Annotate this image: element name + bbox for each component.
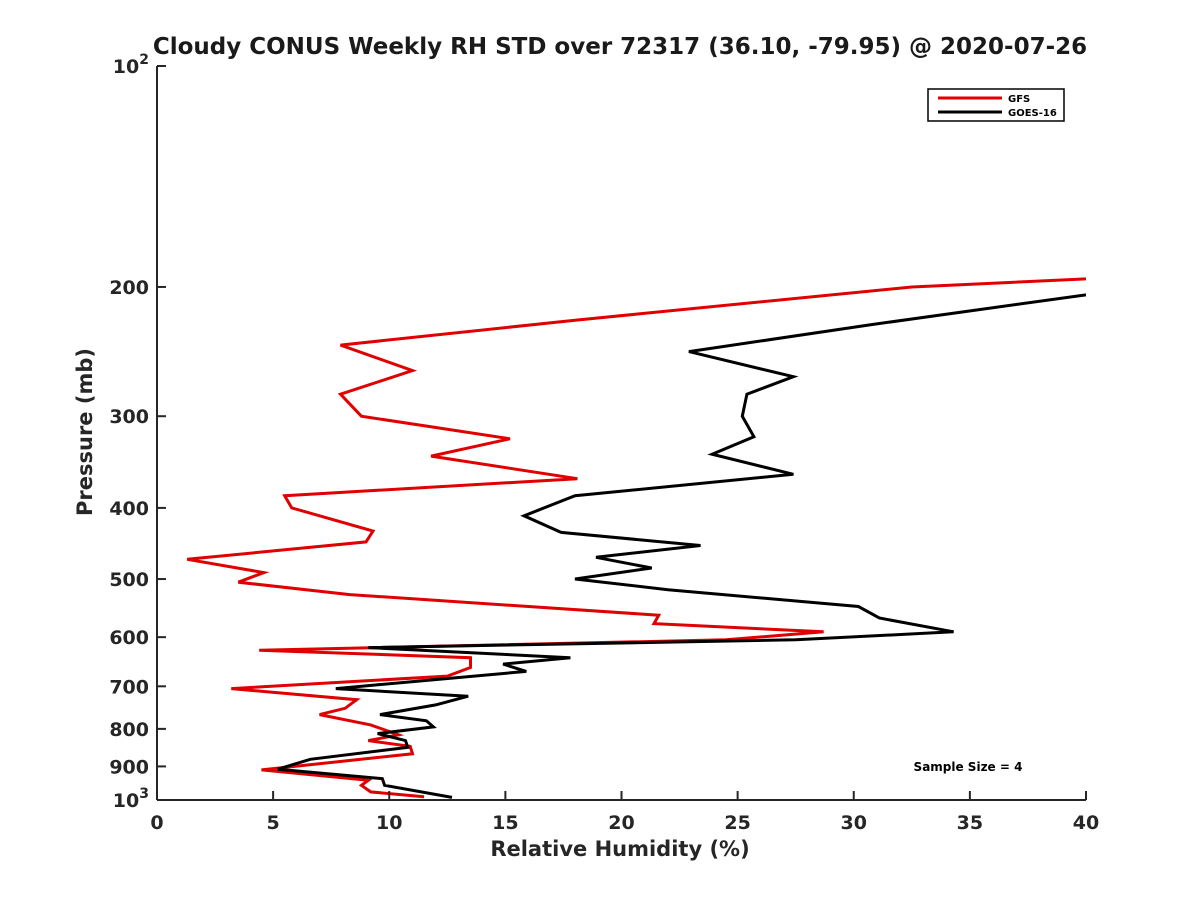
y-tick-label: 103 xyxy=(113,786,149,812)
legend-box xyxy=(927,88,1065,122)
series-group xyxy=(186,277,1086,799)
series-line-goes-16 xyxy=(277,293,1086,799)
y-tick-label: 800 xyxy=(109,719,149,741)
y-tick-label: 900 xyxy=(109,756,149,778)
series-line-gfs xyxy=(186,277,1086,799)
x-tick-label: 30 xyxy=(841,812,867,834)
x-tick-label: 0 xyxy=(150,812,163,834)
legend-label-gfs: GFS xyxy=(1008,94,1030,105)
sample-size-annotation: Sample Size = 4 xyxy=(914,760,1023,774)
x-axis-label: Relative Humidity (%) xyxy=(490,837,749,861)
x-tick-label: 10 xyxy=(376,812,402,834)
y-tick-label: 300 xyxy=(109,406,149,428)
ticks: 0 5 10 15 20 25 30 35 40 102 200 300 400 500 600 700 800… xyxy=(109,52,1099,834)
y-tick-label: 102 xyxy=(113,52,149,78)
x-tick-label: 40 xyxy=(1073,812,1099,834)
y-tick-label: 200 xyxy=(109,277,149,299)
y-tick-label: 600 xyxy=(109,627,149,649)
chart-title: Cloudy CONUS Weekly RH STD over 72317 (3… xyxy=(153,34,1087,60)
x-tick-label: 20 xyxy=(608,812,634,834)
x-tick-label: 35 xyxy=(957,812,983,834)
axes xyxy=(156,66,1086,801)
y-tick-label: 400 xyxy=(109,498,149,520)
legend-label-goes-16: GOES-16 xyxy=(1008,108,1057,119)
x-tick-label: 5 xyxy=(267,812,280,834)
legend: GFS GOES-16 xyxy=(927,88,1065,122)
x-tick-label: 25 xyxy=(724,812,750,834)
y-tick-label: 700 xyxy=(109,676,149,698)
y-axis-label: Pressure (mb) xyxy=(73,348,97,516)
x-tick-label: 15 xyxy=(492,812,518,834)
y-tick-label: 500 xyxy=(109,569,149,591)
